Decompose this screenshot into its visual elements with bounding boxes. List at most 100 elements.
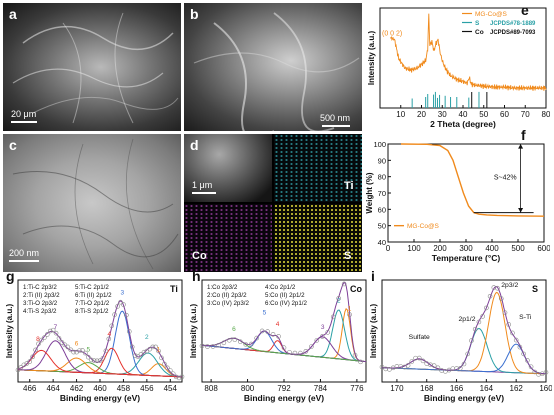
annotation-s42: S~42%	[494, 175, 517, 182]
x-tick-label: 400	[485, 244, 499, 253]
data-point	[484, 305, 489, 311]
data-point	[129, 344, 135, 350]
data-point	[502, 310, 508, 315]
scale-bar-d	[192, 192, 216, 194]
x-tick-label: 170	[390, 384, 404, 393]
data-point	[292, 350, 298, 356]
x-tick-label: 160	[539, 384, 552, 393]
x-tick-label: 458	[117, 384, 131, 393]
annotation-002: (0 0 2)	[382, 31, 402, 38]
data-point	[506, 322, 512, 327]
element-label: Ti	[170, 284, 178, 294]
data-point	[457, 366, 463, 371]
data-point	[319, 334, 325, 339]
data-point	[341, 281, 347, 287]
x-tick-label: 70	[521, 110, 530, 119]
peak-label: 7	[54, 324, 58, 331]
element-label: Co	[350, 284, 362, 294]
legend-label: Co	[475, 29, 484, 36]
data-point	[15, 367, 21, 373]
data-point	[525, 358, 530, 363]
x-tick-label: 60	[500, 110, 509, 119]
y-tick-label: 40	[378, 238, 386, 247]
data-point	[77, 348, 82, 353]
y-tick-label: 70	[378, 189, 386, 198]
data-point	[510, 330, 515, 336]
xrd-chart: 10 20 30 40 50 60 70 80 2 Theta (degree) Intensit…	[367, 7, 550, 129]
data-point	[265, 329, 270, 334]
legend-entry: 3:Ti-O 2p3/2	[23, 300, 58, 307]
data-point	[387, 367, 392, 372]
x-tick-label: 40	[459, 110, 468, 119]
x-tick-label: 456	[140, 384, 154, 393]
data-point	[71, 349, 76, 355]
element-label: S	[532, 284, 538, 294]
data-point	[325, 330, 331, 335]
data-point	[379, 364, 385, 370]
data-point	[314, 338, 320, 343]
data-point	[248, 341, 254, 347]
tga-curve	[400, 143, 545, 217]
x-tick-label: 162	[510, 384, 524, 393]
sem-image-b: b 500 nm	[184, 3, 362, 131]
panel-label-g: g	[6, 268, 15, 284]
data-point	[47, 328, 53, 334]
plot-frame	[381, 279, 547, 383]
legend-entry: 2:Ti (II) 2p3/2	[23, 292, 60, 299]
data-point	[56, 335, 62, 341]
data-point	[270, 332, 276, 337]
data-point	[543, 370, 549, 375]
x-tick-label: 200	[433, 244, 447, 253]
fit-component-4	[201, 340, 367, 363]
data-point	[50, 327, 56, 333]
peak-label: 5	[86, 346, 90, 353]
data-point	[176, 375, 182, 381]
arrow-head-bottom	[518, 207, 524, 213]
peak-label: 4	[276, 321, 280, 328]
data-point	[205, 344, 210, 349]
x-axis-label: 2 Theta (degree)	[430, 119, 496, 129]
data-point	[487, 294, 493, 299]
data-point	[91, 358, 97, 363]
peak-label: 2p3/2	[501, 282, 518, 289]
data-point	[103, 348, 109, 354]
legend-entry: 3:Co (IV) 2p3/2	[207, 300, 250, 307]
data-point	[147, 346, 153, 352]
sem-image-a: a 20 μm	[3, 3, 181, 131]
data-point	[27, 359, 33, 364]
data-point	[405, 363, 411, 368]
x-tick-label: 784	[314, 384, 328, 393]
x-axis-label: Temperature (°C)	[432, 253, 501, 263]
panel-label-h: h	[192, 268, 201, 284]
data-point	[162, 361, 167, 367]
x-tick-label: 100	[407, 244, 421, 253]
data-point	[53, 330, 59, 336]
x-tick-label: 300	[459, 244, 473, 253]
x-tick-label: 10	[396, 110, 405, 119]
x-tick-label: 792	[277, 384, 291, 393]
x-tick-label: 462	[70, 384, 84, 393]
y-tick-label: 80	[378, 173, 386, 182]
data-point	[465, 351, 471, 357]
legend-entry: 6:Co (IV) 2p1/2	[265, 300, 308, 307]
legend-entry: 1:Co 2p3/2	[207, 284, 238, 291]
legend-label: MG-Co@S	[475, 11, 508, 18]
arrow-head-top	[518, 144, 524, 149]
scale-text-c: 200 nm	[9, 248, 40, 258]
legend-label: MG-Co@S	[407, 223, 440, 230]
x-tick-label: 800	[241, 384, 255, 393]
eds-label-s: S	[344, 250, 352, 262]
data-point	[126, 329, 132, 334]
peak-label: 2	[337, 297, 341, 304]
peak-label: S-Ti	[519, 314, 532, 321]
data-point	[498, 296, 504, 301]
x-tick-label: 166	[450, 384, 464, 393]
data-point	[132, 353, 138, 358]
x-tick-label: 776	[350, 384, 364, 393]
legend-entry: 4:Co 2p1/2	[265, 284, 296, 291]
data-point	[94, 358, 100, 364]
peak-label: 6	[232, 326, 236, 333]
panel-label-a: a	[9, 6, 17, 22]
y-axis-label: Intensity (a.u.)	[189, 304, 198, 359]
data-point	[173, 374, 179, 380]
